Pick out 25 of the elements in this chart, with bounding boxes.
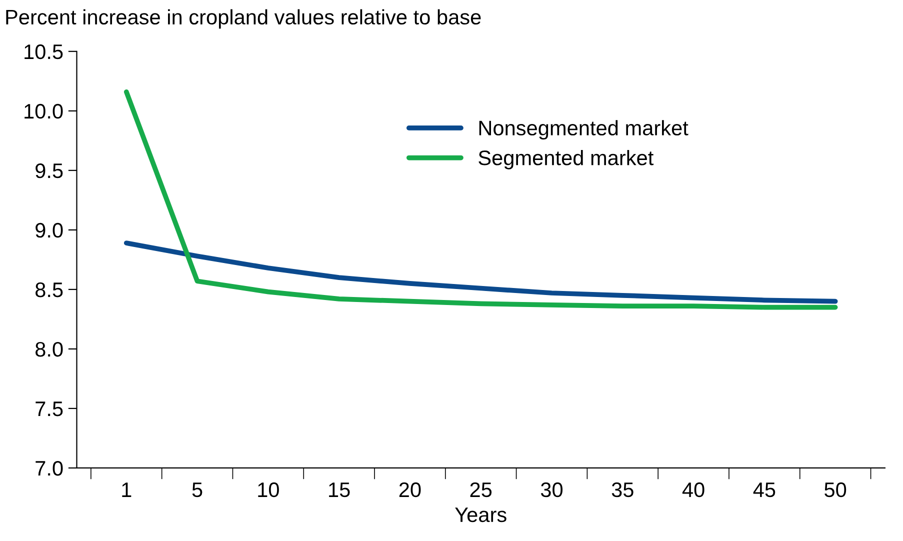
legend-label: Segmented market [478,150,654,170]
x-tick-label: 35 [612,482,634,498]
y-tick-label: 10.0 [24,104,63,119]
x-tick-label: 25 [470,482,492,498]
x-tick-label: 10 [258,482,279,498]
legend-label: Nonsegmented market [479,120,688,140]
line-series [124,89,838,310]
y-tick-label: 7.5 [36,402,63,416]
x-tick-label: 5 [192,482,202,498]
x-tick-label: 45 [753,482,776,498]
x-tick-label: 30 [540,482,563,498]
x-tick-label: 15 [329,482,350,498]
y-tick-label: 7.0 [36,460,63,476]
y-tick-label: 8.0 [36,342,63,357]
y-axis-title: Percent increase in cropland values relative to base [6,9,481,29]
line-series [124,240,838,304]
y-tick-label: 10.5 [24,44,63,60]
y-tick-label: 8.5 [36,282,63,298]
x-tick-label: 20 [399,482,421,498]
x-tick-label: 50 [824,482,846,498]
x-axis-title: Years [455,508,506,522]
x-tick-label: 40 [682,482,704,498]
y-tick-label: 9.0 [36,222,63,238]
y-tick-label: 9.5 [36,163,63,178]
x-tick-label: 1 [122,482,132,497]
